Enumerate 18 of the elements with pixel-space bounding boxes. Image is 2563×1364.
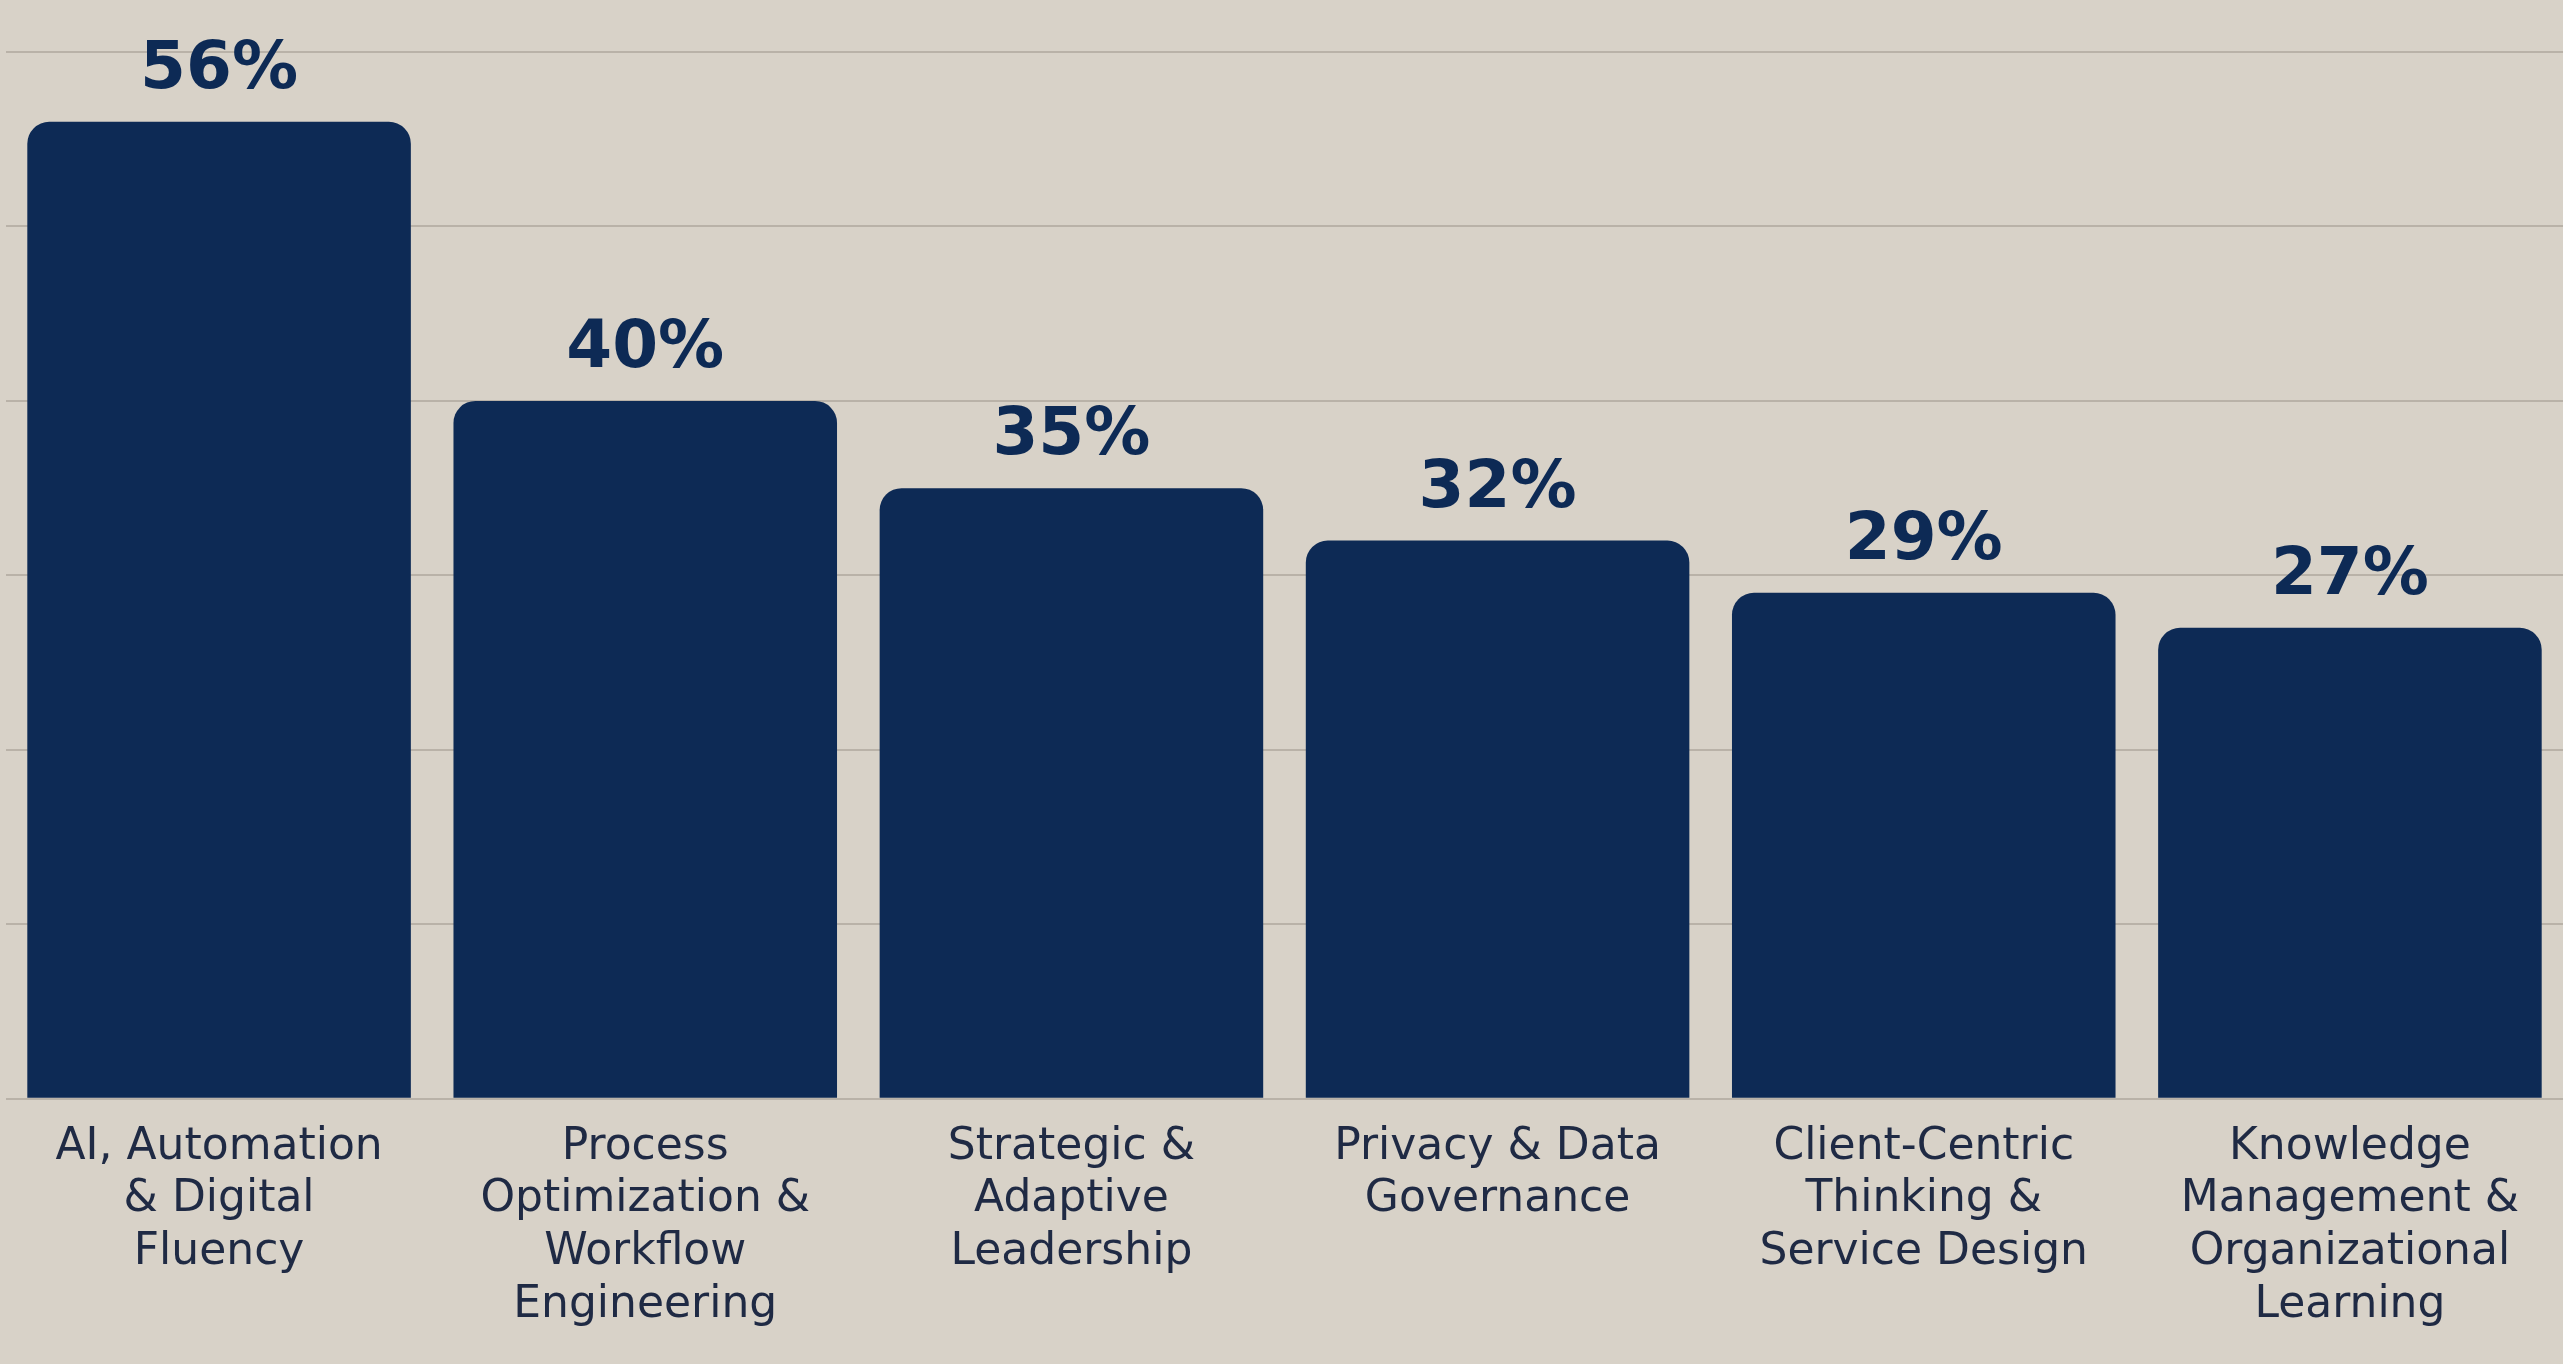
- bar: [879, 488, 1264, 1098]
- data-label: 27%: [2270, 532, 2429, 610]
- x-tick-label: AI, Automation & Digital Fluency: [55, 1117, 383, 1275]
- x-tick-label: Privacy & Data Governance: [1334, 1117, 1661, 1222]
- bar: [1731, 592, 2116, 1098]
- data-label: 29%: [1844, 497, 2003, 575]
- bar: [1305, 540, 1690, 1098]
- bar: [453, 400, 838, 1098]
- data-label: 35%: [992, 393, 1151, 471]
- data-label: 32%: [1418, 445, 1577, 523]
- x-tick-label: Strategic & Adaptive Leadership: [947, 1117, 1196, 1275]
- x-tick-label: Client-Centric Thinking & Service Design: [1759, 1117, 2089, 1275]
- x-tick-label: Knowledge Management & Organizational Learning: [2180, 1117, 2519, 1328]
- data-label: 56%: [140, 26, 299, 104]
- bar: [2158, 627, 2542, 1098]
- bar: [27, 121, 411, 1098]
- x-tick-label: Process Optimization & Workflow Engineering: [480, 1117, 811, 1328]
- data-label: 40%: [566, 306, 725, 384]
